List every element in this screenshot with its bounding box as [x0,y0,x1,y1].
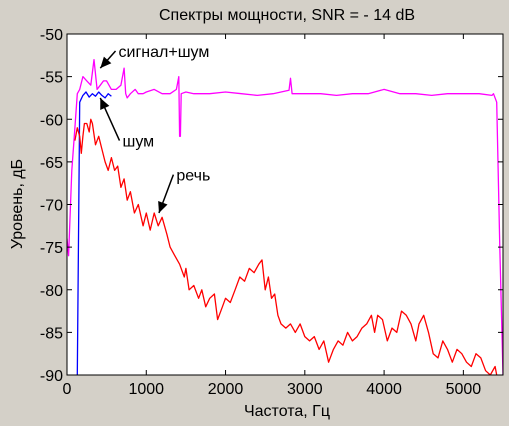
series-line-2 [74,118,498,375]
ticks-layer: 0 1000 2000 3000 4000 5000 -90 -85 -80 -75 -70 -65 -… [40,27,503,398]
x-tick-label-1: 1000 [128,381,164,398]
x-tick-label-5: 5000 [446,381,482,398]
chart-title: Спектры мощности, SNR = - 14 dB [159,7,415,24]
annotations-layer: сигнал+шум шум речь [99,44,210,214]
x-tick-label-2: 2000 [208,381,244,398]
x-axis-label: Частота, Гц [244,403,330,420]
annotation-arrowhead-1 [100,97,110,111]
series-line-1 [76,91,112,375]
annotation-label-1: шум [122,134,154,151]
y-tick-label-4: -70 [40,198,63,215]
series-line-0 [67,58,503,375]
y-tick-label-1: -85 [40,325,63,342]
x-tick-label-3: 3000 [287,381,323,398]
series-layer [67,58,503,375]
y-tick-label-8: -50 [40,27,63,44]
y-tick-label-5: -65 [40,155,63,172]
x-tick-label-0: 0 [63,381,72,398]
x-tick-label-4: 4000 [366,381,402,398]
y-tick-label-2: -80 [40,283,63,300]
annotation-label-2: речь [176,168,210,185]
y-tick-label-7: -55 [40,70,63,87]
y-tick-label-3: -75 [40,240,63,257]
y-tick-label-0: -90 [40,368,63,385]
annotation-arrowhead-0 [100,56,112,69]
y-axis-label: Уровень, дБ [9,159,26,249]
annotation-arrowhead-2 [158,200,168,214]
y-tick-label-6: -60 [40,112,63,129]
annotation-label-0: сигнал+шум [119,44,210,61]
